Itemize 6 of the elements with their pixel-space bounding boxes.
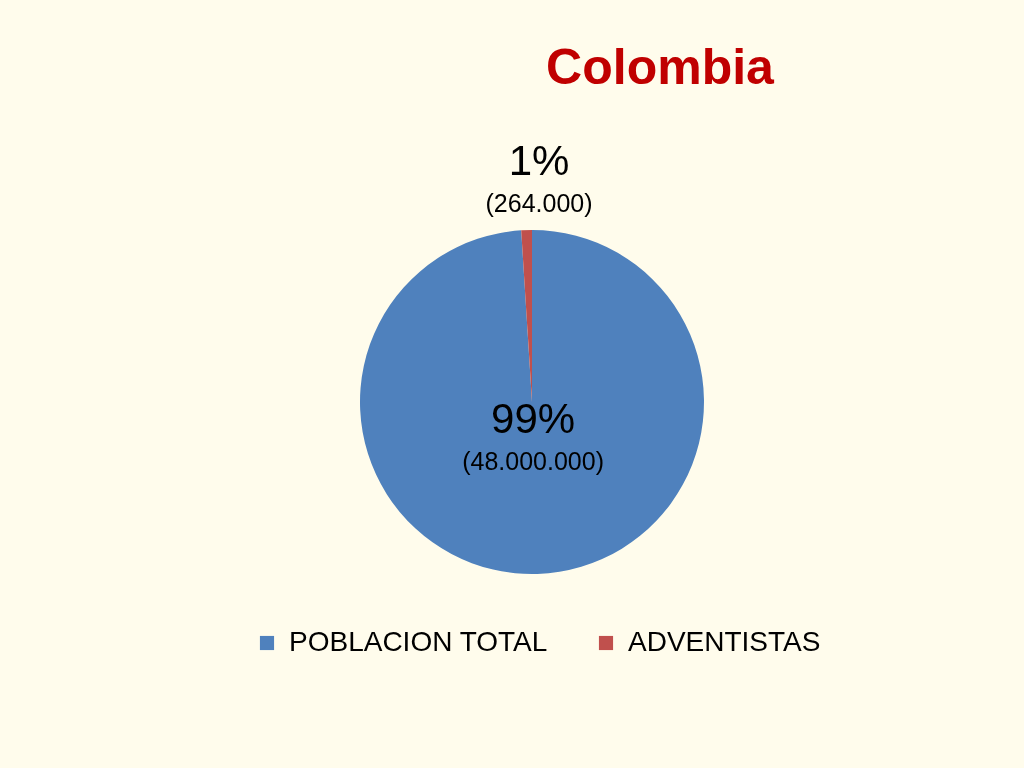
legend-label: POBLACION TOTAL — [289, 626, 548, 657]
chart-title: Colombia — [546, 39, 776, 95]
pie-slice — [360, 230, 704, 574]
legend-label: ADVENTISTAS — [628, 626, 821, 657]
text: 1% (264.000) — [485, 137, 593, 218]
text: 99% (48.000.000) — [462, 395, 604, 476]
